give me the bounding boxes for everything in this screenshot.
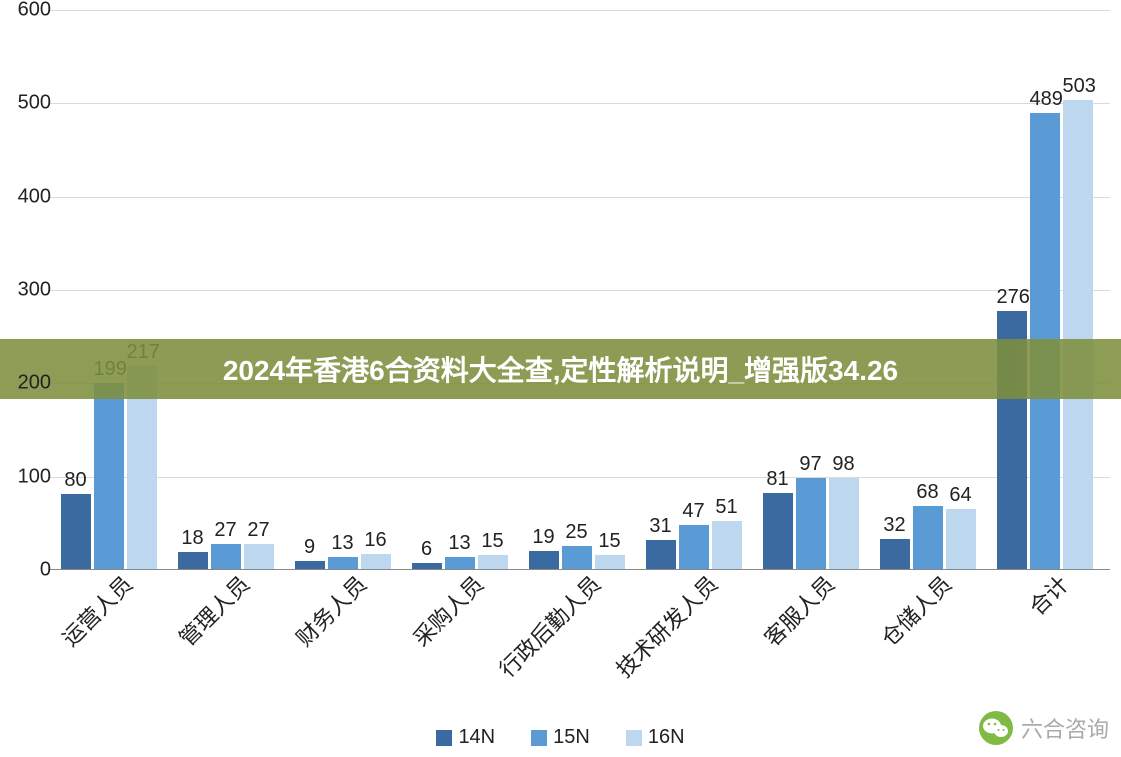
overlay-banner: 2024年香港6合资料大全查,定性解析说明_增强版34.26 (0, 339, 1121, 399)
y-tick-label: 0 (11, 559, 51, 582)
bar: 80 (61, 494, 91, 569)
bar-value-label: 98 (829, 453, 859, 478)
gridline (50, 197, 1110, 198)
bar-value-label: 27 (211, 519, 241, 544)
legend-item: 16N (626, 726, 685, 749)
bar: 19 (529, 551, 559, 569)
legend-label: 14N (458, 726, 495, 748)
category-label: 仓储人员 (873, 568, 958, 653)
bar: 47 (679, 525, 709, 569)
bar-value-label: 503 (1063, 75, 1093, 100)
bar: 503 (1063, 100, 1093, 569)
y-tick-label: 300 (11, 279, 51, 302)
bar-value-label: 81 (763, 468, 793, 493)
legend-item: 14N (436, 726, 495, 749)
gridline (50, 290, 1110, 291)
y-tick-label: 600 (11, 0, 51, 22)
legend-swatch (436, 730, 452, 746)
gridline (50, 10, 1110, 11)
bar-value-label: 9 (295, 536, 325, 561)
bar: 6 (412, 563, 442, 569)
bar: 13 (328, 557, 358, 569)
bar-value-label: 15 (595, 530, 625, 555)
bar-value-label: 97 (796, 453, 826, 478)
legend: 14N 15N 16N (0, 726, 1121, 749)
bar: 18 (178, 552, 208, 569)
category-label: 合计 (1021, 568, 1075, 622)
bar-value-label: 51 (712, 496, 742, 521)
bar-value-label: 32 (880, 514, 910, 539)
bar: 68 (913, 506, 943, 569)
category-label: 客服人员 (756, 568, 841, 653)
bar: 25 (562, 546, 592, 569)
bar-value-label: 47 (679, 500, 709, 525)
bar: 15 (595, 555, 625, 569)
bar-value-label: 13 (328, 532, 358, 557)
bar-value-label: 64 (946, 484, 976, 509)
bar: 32 (880, 539, 910, 569)
plot-area: 8019921718272791316613151925153147518197… (50, 10, 1110, 570)
bar: 16 (361, 554, 391, 569)
bar-value-label: 25 (562, 521, 592, 546)
bar: 64 (946, 509, 976, 569)
bar: 51 (712, 521, 742, 569)
bar: 31 (646, 540, 676, 569)
bar: 97 (796, 478, 826, 569)
y-tick-label: 100 (11, 465, 51, 488)
bar: 81 (763, 493, 793, 569)
legend-item: 15N (531, 726, 590, 749)
bar-value-label: 80 (61, 469, 91, 494)
bar: 27 (244, 544, 274, 569)
y-tick-label: 500 (11, 92, 51, 115)
chart-container: 8019921718272791316613151925153147518197… (0, 0, 1121, 757)
legend-label: 15N (553, 726, 590, 748)
legend-swatch (626, 730, 642, 746)
wechat-icon (979, 711, 1013, 745)
bar-value-label: 18 (178, 527, 208, 552)
legend-label: 16N (648, 726, 685, 748)
bar: 15 (478, 555, 508, 569)
legend-swatch (531, 730, 547, 746)
category-label: 行政后勤人员 (491, 568, 607, 684)
gridline (50, 477, 1110, 478)
category-label: 财务人员 (288, 568, 373, 653)
bar-value-label: 489 (1030, 88, 1060, 113)
category-label: 运营人员 (54, 568, 139, 653)
bar-value-label: 276 (997, 286, 1027, 311)
bar-value-label: 27 (244, 519, 274, 544)
bar: 9 (295, 561, 325, 569)
bar: 199 (94, 383, 124, 569)
watermark: 六合咨询 (979, 711, 1109, 745)
bar-value-label: 6 (412, 538, 442, 563)
y-tick-label: 400 (11, 185, 51, 208)
bar: 27 (211, 544, 241, 569)
category-label: 采购人员 (405, 568, 490, 653)
watermark-text: 六合咨询 (1021, 712, 1109, 744)
category-label: 技术研发人员 (608, 568, 724, 684)
bar-value-label: 16 (361, 529, 391, 554)
bar-value-label: 13 (445, 532, 475, 557)
bar-value-label: 15 (478, 530, 508, 555)
bar: 98 (829, 478, 859, 569)
bar-value-label: 19 (529, 526, 559, 551)
bar-value-label: 68 (913, 481, 943, 506)
y-tick-label: 200 (11, 372, 51, 395)
gridline (50, 103, 1110, 104)
bar-value-label: 31 (646, 515, 676, 540)
bar: 13 (445, 557, 475, 569)
overlay-text: 2024年香港6合资料大全查,定性解析说明_增强版34.26 (223, 349, 898, 389)
category-label: 管理人员 (171, 568, 256, 653)
